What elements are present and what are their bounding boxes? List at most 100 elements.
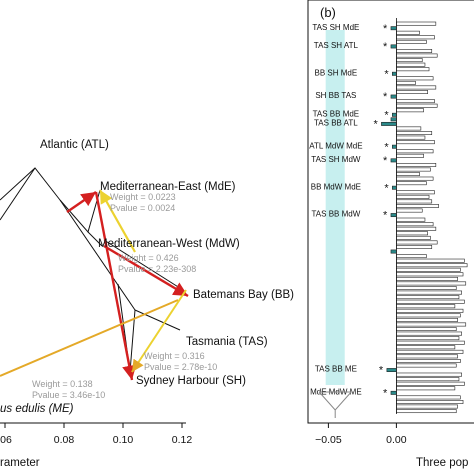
bar	[396, 58, 423, 63]
significance-star: *	[384, 109, 389, 121]
panel-b-label: (b)	[320, 5, 336, 20]
bar	[396, 263, 468, 268]
migration-edge-yellow	[99, 189, 136, 253]
branch-atl	[0, 167, 61, 201]
row-label: BB MdW MdE	[311, 182, 361, 191]
bar	[396, 313, 461, 318]
row-label: TAS BB MdE	[313, 109, 360, 118]
bar	[396, 377, 460, 382]
bar	[396, 226, 437, 231]
bar	[396, 363, 457, 368]
bar	[396, 176, 434, 181]
node-label-sh: Sydney Harbour (SH)	[136, 375, 246, 387]
x-tick-label-0: 06	[0, 434, 12, 446]
bar	[396, 172, 420, 177]
bar	[396, 290, 462, 295]
migration-edge-orange-1	[0, 299, 179, 377]
bar	[396, 299, 465, 304]
bar	[396, 149, 434, 154]
x-tick-label-1: 0.08	[54, 434, 75, 446]
migration-edge-red-1	[66, 191, 97, 213]
panel-b-x-axis-title: Three pop	[416, 457, 468, 469]
migration-edge-red-2	[103, 244, 189, 298]
row-label: TAS BB MdW	[312, 210, 361, 219]
highlight-band	[325, 30, 345, 385]
bar	[396, 103, 438, 108]
edge-pvalue-orange: Pvalue = 3.46e-10	[32, 390, 105, 400]
bar	[396, 208, 423, 213]
bar	[396, 204, 439, 208]
bar	[396, 308, 464, 313]
row-label: BB SH MdE	[315, 68, 358, 77]
bar	[396, 404, 458, 409]
bar	[390, 213, 397, 218]
bar	[396, 372, 462, 377]
bars-layer	[381, 18, 468, 414]
significance-star: *	[384, 182, 389, 194]
bar	[392, 112, 397, 117]
significance-star: *	[383, 23, 388, 35]
bar	[396, 395, 461, 400]
row-label: TAS SH MdW	[311, 155, 361, 164]
bar	[396, 222, 434, 227]
edge-pvalue-red-2: Pvalue = 2.23e-308	[118, 264, 196, 274]
bar	[396, 304, 456, 309]
branch-mid	[59, 189, 101, 234]
bar	[396, 322, 467, 327]
x-tick-label-3: 0.12	[172, 434, 193, 446]
node-label-mde: Mediterranean-East (MdE)	[100, 181, 236, 193]
bar	[396, 217, 426, 222]
node-label-tas: Tasmania (TAS)	[186, 336, 268, 348]
bar	[390, 117, 397, 122]
bar	[396, 386, 456, 391]
significance-star: *	[383, 91, 388, 103]
bar	[390, 26, 397, 31]
edge-pvalue-red-3: Pvalue = 2.78e-10	[144, 362, 217, 372]
panel-b-ticks: −0.05 0.00	[315, 423, 407, 446]
bar	[396, 131, 433, 135]
bar	[392, 185, 397, 190]
row-label: SH BB TAS	[315, 91, 356, 100]
edge-weight-yellow: Weight = 0.0223	[110, 192, 176, 202]
x-tick-label-2: 0.10	[113, 434, 134, 446]
bar	[396, 108, 424, 113]
bar	[396, 336, 460, 341]
bar	[396, 126, 422, 131]
edge-weight-orange: Weight = 0.138	[32, 379, 93, 389]
branch-tas	[134, 309, 181, 331]
bar	[396, 295, 460, 300]
bar	[396, 67, 430, 72]
edge-weight-red-3: Weight = 0.316	[144, 351, 205, 361]
bar	[396, 345, 456, 350]
node-label-atl: Atlantic (ATL)	[40, 139, 109, 151]
bar	[396, 231, 428, 236]
panel-a-tree: Atlantic (ATL) Mediterranean-East (MdE) …	[0, 139, 294, 469]
bar	[396, 409, 457, 414]
bar	[396, 30, 420, 35]
significance-star: *	[379, 365, 384, 377]
bar	[396, 258, 465, 263]
bar	[396, 85, 437, 90]
bar	[396, 327, 457, 331]
bar	[392, 144, 397, 149]
bar	[396, 39, 427, 44]
migration-edge-red-3	[94, 191, 137, 381]
bar	[396, 254, 427, 259]
bar	[390, 249, 397, 254]
row-labels-layer: TAS SH MdE * TAS SH ATL * BB SH MdE * SH BB TA…	[309, 23, 389, 400]
bar	[396, 359, 461, 363]
bar	[396, 80, 416, 85]
panel-b-chart: (b) TAS SH MdE * TAS SH ATL * BB SH MdE * SH B…	[307, 0, 474, 469]
bar	[396, 331, 462, 336]
bar	[390, 94, 397, 99]
bar	[396, 153, 424, 158]
node-label-mdw: Mediterranean-West (MdW)	[98, 238, 240, 250]
branch-root	[0, 167, 36, 221]
significance-star: *	[373, 119, 378, 131]
x-tick-label: −0.05	[315, 434, 342, 446]
row-label: TAS SH MdE	[312, 23, 359, 32]
bar	[396, 245, 433, 249]
row-label: ATL MdW MdE	[309, 141, 362, 150]
significance-star: *	[383, 41, 388, 53]
